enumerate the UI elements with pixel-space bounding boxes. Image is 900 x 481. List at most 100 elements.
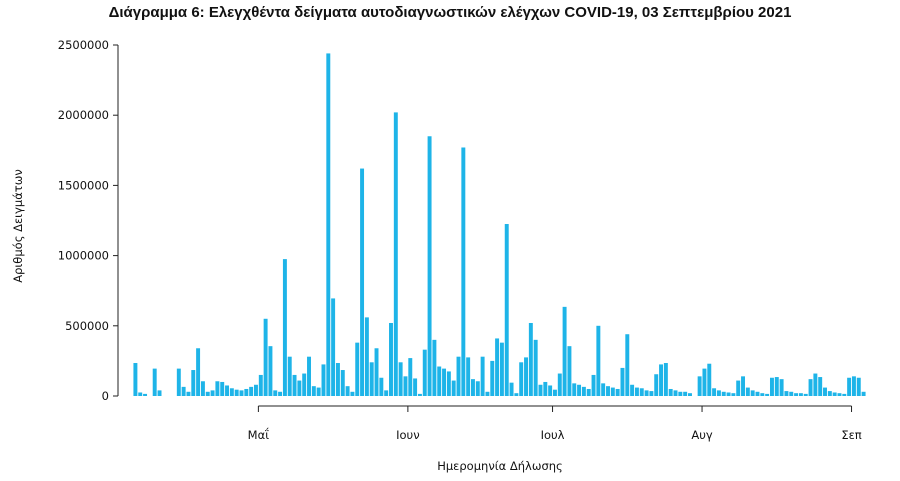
bar bbox=[562, 306, 567, 396]
bar bbox=[181, 386, 186, 396]
bar bbox=[446, 371, 451, 396]
bar bbox=[673, 390, 678, 396]
bar bbox=[442, 368, 447, 396]
bar bbox=[813, 373, 818, 396]
y-tick-label: 500000 bbox=[65, 319, 109, 333]
bar bbox=[606, 386, 610, 396]
bar bbox=[437, 366, 442, 396]
bar bbox=[856, 377, 861, 396]
bar bbox=[774, 377, 779, 396]
bar bbox=[307, 356, 311, 396]
y-axis: 0 500000 1000000 1500000 2000000 2500000 bbox=[58, 38, 119, 403]
bar bbox=[355, 342, 360, 396]
bar bbox=[659, 364, 664, 396]
bar bbox=[736, 380, 741, 396]
bar bbox=[408, 358, 413, 396]
bar bbox=[519, 362, 524, 396]
bar bbox=[432, 339, 437, 396]
bar bbox=[253, 384, 258, 396]
bar bbox=[851, 376, 856, 396]
bar bbox=[514, 393, 519, 396]
bar bbox=[842, 393, 847, 396]
x-axis: Μαΐ Ιουν Ιουλ Αυγ Σεπ bbox=[248, 405, 862, 442]
bar bbox=[861, 391, 866, 396]
bar bbox=[745, 387, 750, 396]
x-tick-label: Σεπ bbox=[841, 428, 861, 442]
bar bbox=[340, 370, 345, 396]
bar bbox=[244, 388, 249, 396]
bar bbox=[755, 391, 760, 396]
bar bbox=[683, 391, 688, 396]
bar bbox=[490, 360, 495, 396]
bar bbox=[668, 388, 673, 396]
bar bbox=[615, 388, 620, 396]
bar bbox=[302, 373, 307, 396]
bar bbox=[475, 381, 480, 396]
bar bbox=[263, 318, 268, 396]
bar bbox=[133, 363, 138, 396]
bar bbox=[789, 391, 794, 396]
bar bbox=[369, 362, 374, 396]
bar bbox=[393, 112, 398, 396]
bar bbox=[326, 53, 331, 397]
bar bbox=[384, 390, 389, 396]
bar bbox=[798, 393, 803, 396]
bar bbox=[278, 391, 283, 396]
bar bbox=[360, 168, 365, 396]
bar bbox=[480, 356, 485, 396]
y-axis-title: Αριθμός Δειγμάτων bbox=[11, 169, 25, 283]
bar bbox=[191, 370, 196, 396]
bar bbox=[823, 387, 827, 396]
bar bbox=[215, 381, 220, 396]
bar bbox=[466, 357, 471, 396]
bar bbox=[186, 391, 191, 396]
bar bbox=[422, 349, 427, 396]
bar bbox=[456, 356, 461, 396]
bar bbox=[220, 381, 225, 396]
bar bbox=[350, 391, 355, 396]
bar bbox=[688, 393, 692, 396]
bar-series bbox=[133, 53, 866, 397]
bar bbox=[157, 390, 162, 396]
bar bbox=[572, 383, 577, 396]
bar bbox=[509, 382, 514, 396]
y-tick-label: 1500000 bbox=[58, 178, 109, 192]
bar bbox=[731, 393, 736, 396]
bar bbox=[495, 338, 500, 396]
bar bbox=[596, 325, 601, 396]
bar bbox=[639, 388, 644, 396]
bar bbox=[552, 389, 557, 396]
x-tick-label: Μαΐ bbox=[248, 427, 270, 442]
bar bbox=[630, 384, 635, 396]
bar bbox=[138, 392, 143, 396]
bar bbox=[335, 363, 340, 396]
bar bbox=[427, 136, 432, 396]
bar bbox=[794, 393, 799, 396]
bar bbox=[625, 334, 630, 396]
bar bbox=[239, 390, 244, 396]
bar bbox=[591, 374, 596, 396]
bar bbox=[379, 377, 384, 396]
bar bbox=[331, 298, 336, 396]
bar bbox=[832, 392, 837, 396]
bar bbox=[750, 390, 755, 396]
bar bbox=[471, 379, 475, 396]
bar bbox=[196, 348, 201, 396]
bar bbox=[403, 376, 408, 396]
bar bbox=[716, 390, 721, 396]
bar bbox=[152, 368, 157, 396]
bar bbox=[543, 381, 548, 396]
y-tick-label: 1000000 bbox=[58, 249, 109, 263]
bar bbox=[268, 346, 273, 396]
bar bbox=[557, 373, 562, 396]
bar bbox=[210, 390, 215, 396]
bar bbox=[847, 377, 852, 396]
x-axis-title: Ημερομηνία Δήλωσης bbox=[437, 459, 563, 473]
bar bbox=[712, 388, 717, 396]
bar bbox=[533, 339, 538, 396]
bar bbox=[143, 393, 148, 396]
bar bbox=[827, 391, 832, 396]
bar bbox=[765, 393, 770, 396]
bar bbox=[200, 381, 205, 396]
